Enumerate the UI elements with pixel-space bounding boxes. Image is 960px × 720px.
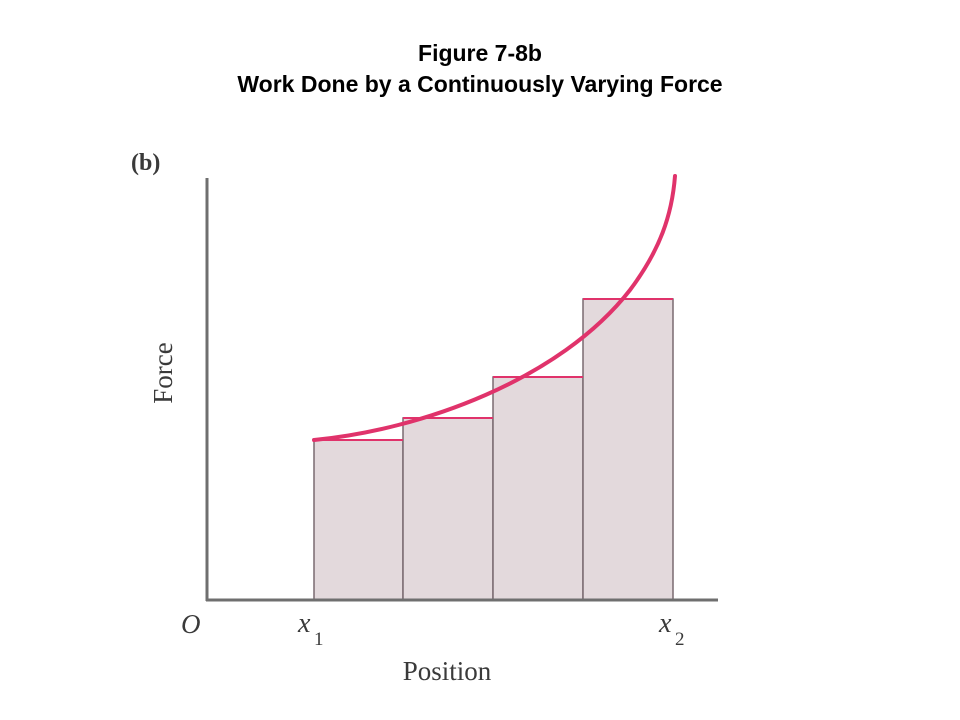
force-curve <box>312 174 677 442</box>
x2-label: x 2 <box>658 608 685 650</box>
slide-title: Figure 7-8b Work Done by a Continuously … <box>0 38 960 100</box>
panel-label: (b) <box>131 150 160 176</box>
rectangle-1 <box>313 439 404 601</box>
x1-subscript: 1 <box>314 629 324 650</box>
x-axis-label: Position <box>403 656 492 686</box>
x1-variable: x <box>297 608 311 639</box>
y-axis-label: Force <box>148 342 178 403</box>
origin-label: O <box>181 609 201 639</box>
rectangle-3 <box>492 376 584 601</box>
rectangle-2 <box>402 417 494 601</box>
title-line-2: Work Done by a Continuously Varying Forc… <box>237 71 723 97</box>
x2-variable: x <box>658 608 672 639</box>
title-line-1: Figure 7-8b <box>418 40 542 66</box>
x2-subscript: 2 <box>675 629 685 650</box>
x1-label: x 1 <box>297 608 324 650</box>
rectangle-4 <box>582 298 674 601</box>
approximation-rectangles <box>313 298 674 601</box>
